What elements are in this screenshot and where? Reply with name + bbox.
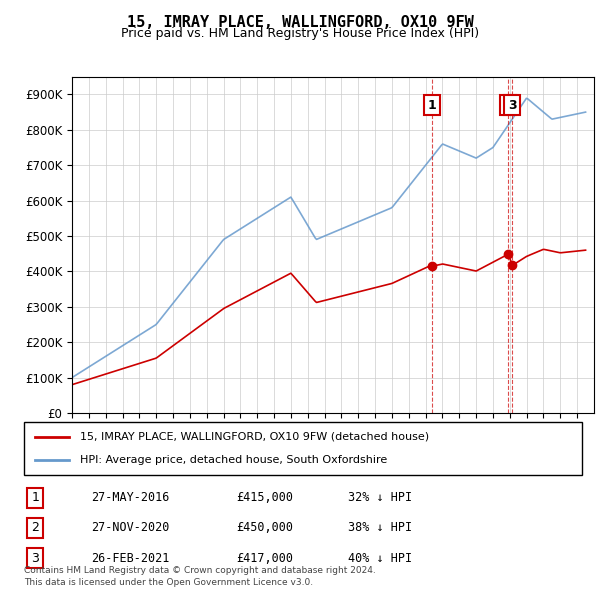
- Text: 26-FEB-2021: 26-FEB-2021: [91, 552, 169, 565]
- Text: 2: 2: [31, 522, 39, 535]
- Text: 40% ↓ HPI: 40% ↓ HPI: [347, 552, 412, 565]
- Text: 3: 3: [31, 552, 39, 565]
- FancyBboxPatch shape: [24, 422, 582, 475]
- Text: 27-NOV-2020: 27-NOV-2020: [91, 522, 169, 535]
- Text: 1: 1: [428, 99, 437, 112]
- Text: 3: 3: [508, 99, 517, 112]
- Text: £417,000: £417,000: [236, 552, 293, 565]
- Text: 38% ↓ HPI: 38% ↓ HPI: [347, 522, 412, 535]
- Text: £415,000: £415,000: [236, 491, 293, 504]
- Text: 32% ↓ HPI: 32% ↓ HPI: [347, 491, 412, 504]
- Text: 1: 1: [31, 491, 39, 504]
- Text: 15, IMRAY PLACE, WALLINGFORD, OX10 9FW: 15, IMRAY PLACE, WALLINGFORD, OX10 9FW: [127, 15, 473, 30]
- Text: £450,000: £450,000: [236, 522, 293, 535]
- Text: Price paid vs. HM Land Registry's House Price Index (HPI): Price paid vs. HM Land Registry's House …: [121, 27, 479, 40]
- Text: 27-MAY-2016: 27-MAY-2016: [91, 491, 169, 504]
- Text: Contains HM Land Registry data © Crown copyright and database right 2024.: Contains HM Land Registry data © Crown c…: [24, 566, 376, 575]
- Text: This data is licensed under the Open Government Licence v3.0.: This data is licensed under the Open Gov…: [24, 578, 313, 587]
- Text: HPI: Average price, detached house, South Oxfordshire: HPI: Average price, detached house, Sout…: [80, 455, 387, 465]
- Text: 15, IMRAY PLACE, WALLINGFORD, OX10 9FW (detached house): 15, IMRAY PLACE, WALLINGFORD, OX10 9FW (…: [80, 432, 429, 442]
- Text: 2: 2: [504, 99, 512, 112]
